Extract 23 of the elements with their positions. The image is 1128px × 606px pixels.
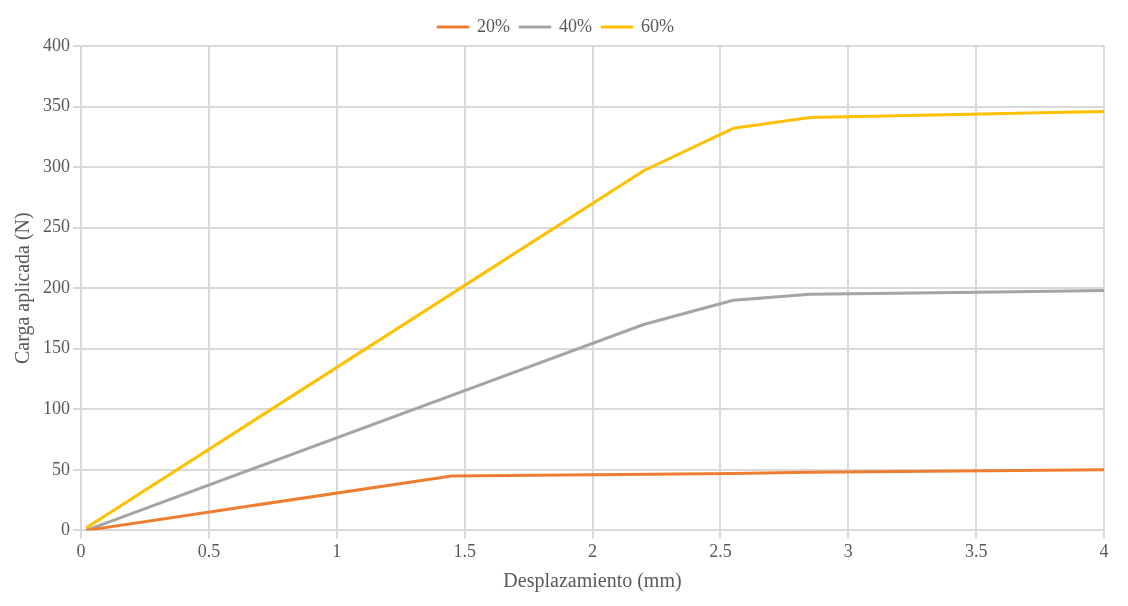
y-tick-label: 50: [52, 458, 70, 479]
x-tick-label: 0.5: [197, 540, 221, 561]
x-tick-label: 4: [1099, 540, 1109, 561]
y-tick-label: 400: [43, 34, 70, 55]
y-axis-title: Carga aplicada (N): [11, 212, 35, 365]
y-tick-label: 0: [61, 519, 70, 540]
legend-label: 60%: [641, 15, 674, 36]
x-axis-title: Desplazamiento (mm): [503, 569, 682, 593]
y-tick-label: 100: [43, 398, 70, 419]
x-tick-label: 3.5: [964, 540, 988, 561]
y-tick-label: 300: [43, 155, 70, 176]
x-tick-label: 0: [76, 540, 86, 561]
x-tick-label: 2.5: [709, 540, 732, 561]
legend-label: 20%: [477, 15, 511, 36]
y-tick-label: 350: [43, 95, 70, 116]
y-tick-label: 150: [43, 337, 70, 358]
legend-label: 40%: [559, 15, 592, 36]
y-tick-label: 250: [43, 216, 70, 237]
x-tick-label: 3: [843, 540, 853, 561]
x-tick-label: 1: [332, 540, 342, 561]
y-tick-label: 200: [43, 276, 70, 297]
x-tick-label: 1.5: [453, 540, 476, 561]
x-tick-label: 2: [588, 540, 597, 561]
